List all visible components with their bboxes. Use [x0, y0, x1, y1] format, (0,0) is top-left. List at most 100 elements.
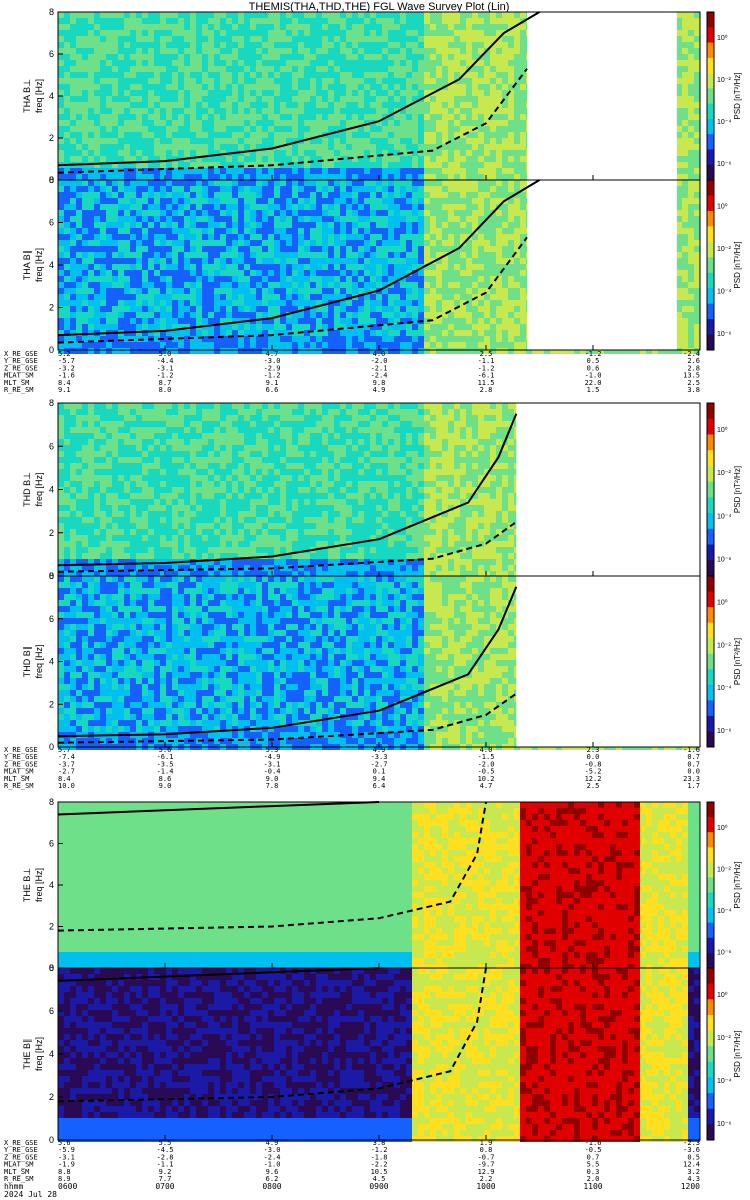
spectrogram-cell: [118, 138, 124, 144]
spectrogram-cell: [436, 24, 442, 30]
spectrogram-cell: [76, 252, 82, 258]
spectrogram-cell: [148, 24, 154, 30]
spectrogram-cell: [310, 258, 316, 264]
spectrogram-cell: [382, 78, 388, 84]
spectrogram-cell: [496, 144, 502, 150]
spectrogram-cell: [70, 120, 76, 126]
spectrogram-cell: [244, 18, 250, 24]
spectrogram-cell: [262, 234, 268, 240]
spectrogram-cell: [202, 198, 208, 204]
spectrogram-cell: [142, 60, 148, 66]
spectrogram-cell: [346, 276, 352, 282]
spectrogram-cell: [412, 60, 418, 66]
spectrogram-cell: [316, 258, 322, 264]
spectrogram-cell: [64, 54, 70, 60]
spectrogram-cell: [88, 108, 94, 114]
spectrogram-cell: [472, 24, 478, 30]
spectrogram-cell: [184, 18, 190, 24]
spectrogram-cell: [352, 78, 358, 84]
spectrogram-cell: [172, 198, 178, 204]
spectrogram-cell: [232, 246, 238, 252]
spectrogram-cell: [514, 102, 520, 108]
spectrogram-cell: [232, 12, 238, 18]
spectrogram-cell: [418, 174, 424, 180]
spectrogram-cell: [160, 216, 166, 222]
spectrogram-cell: [310, 54, 316, 60]
spectrogram-cell: [154, 102, 160, 108]
spectrogram-cell: [76, 174, 82, 180]
spectrogram-cell: [478, 12, 484, 18]
spectrogram-cell: [394, 162, 400, 168]
spectrogram-cell: [364, 66, 370, 72]
spectrogram-cell: [250, 42, 256, 48]
spectrogram-cell: [178, 78, 184, 84]
spectrogram-cell: [64, 180, 70, 186]
spectrogram-cell: [472, 276, 478, 282]
spectrogram-cell: [310, 282, 316, 288]
spectrogram-cell: [130, 108, 136, 114]
spectrogram-cell: [334, 180, 340, 186]
spectrogram-cell: [520, 120, 526, 126]
spectrogram-cell: [202, 72, 208, 78]
spectrogram-cell: [76, 54, 82, 60]
spectrogram-cell: [58, 252, 64, 258]
spectrogram-cell: [64, 156, 70, 162]
spectrogram-cell: [70, 186, 76, 192]
spectrogram-cell: [466, 216, 472, 222]
spectrogram-cell: [418, 216, 424, 222]
spectrogram-cell: [172, 42, 178, 48]
spectrogram-cell: [58, 108, 64, 114]
spectrogram-cell: [118, 54, 124, 60]
spectrogram-cell: [400, 90, 406, 96]
spectrogram-cell: [58, 276, 64, 282]
spectrogram-cell: [340, 12, 346, 18]
spectrogram-cell: [274, 132, 280, 138]
spectrogram-cell: [328, 252, 334, 258]
spectrogram-cell: [244, 246, 250, 252]
spectrogram-cell: [214, 246, 220, 252]
spectrogram-cell: [214, 252, 220, 258]
spectrogram-cell: [448, 192, 454, 198]
spectrogram-cell: [454, 180, 460, 186]
spectrogram-cell: [298, 126, 304, 132]
spectrogram-cell: [304, 144, 310, 150]
spectrogram-cell: [82, 144, 88, 150]
spectrogram-cell: [364, 222, 370, 228]
spectrogram-cell: [394, 84, 400, 90]
spectrogram-cell: [496, 78, 502, 84]
spectrogram-cell: [76, 18, 82, 24]
spectrogram-cell: [412, 42, 418, 48]
spectrogram-cell: [64, 72, 70, 78]
spectrogram-cell: [334, 192, 340, 198]
spectrogram-cell: [502, 144, 508, 150]
spectrogram-cell: [346, 60, 352, 66]
spectrogram-cell: [496, 18, 502, 24]
spectrogram-cell: [346, 120, 352, 126]
spectrogram-cell: [166, 270, 172, 276]
spectrogram-cell: [280, 54, 286, 60]
spectrogram-cell: [388, 234, 394, 240]
spectrogram-cell: [58, 102, 64, 108]
spectrogram-cell: [244, 72, 250, 78]
spectrogram-cell: [202, 78, 208, 84]
spectrogram-cell: [298, 216, 304, 222]
spectrogram-cell: [136, 150, 142, 156]
spectrogram-cell: [382, 198, 388, 204]
spectrogram-cell: [376, 162, 382, 168]
spectrogram-cell: [112, 24, 118, 30]
spectrogram-cell: [520, 210, 526, 216]
spectrogram-cell: [388, 246, 394, 252]
spectrogram-cell: [412, 192, 418, 198]
spectrogram-cell: [118, 150, 124, 156]
spectrogram-cell: [472, 282, 478, 288]
spectrogram-cell: [352, 198, 358, 204]
spectrogram-cell: [58, 156, 64, 162]
spectrogram-cell: [184, 150, 190, 156]
spectrogram-cell: [88, 48, 94, 54]
y-tick-label: 4: [49, 91, 54, 101]
spectrogram-cell: [304, 258, 310, 264]
spectrogram-cell: [196, 216, 202, 222]
spectrogram-cell: [256, 78, 262, 84]
spectrogram-cell: [280, 234, 286, 240]
spectrogram-cell: [142, 42, 148, 48]
